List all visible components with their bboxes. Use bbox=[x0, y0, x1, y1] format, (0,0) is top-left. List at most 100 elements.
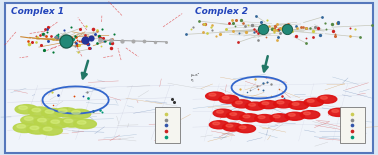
Point bbox=[303, 27, 309, 29]
Circle shape bbox=[226, 124, 233, 127]
Circle shape bbox=[213, 122, 220, 125]
Point bbox=[97, 109, 103, 111]
Point bbox=[282, 27, 288, 30]
Point bbox=[87, 47, 93, 49]
Point bbox=[82, 38, 88, 41]
Point bbox=[284, 27, 290, 29]
Point bbox=[282, 26, 288, 29]
Point bbox=[84, 91, 90, 93]
Point bbox=[204, 32, 210, 34]
Point bbox=[293, 25, 299, 27]
Point bbox=[369, 24, 375, 27]
Point bbox=[41, 48, 47, 51]
Point bbox=[77, 28, 84, 31]
Point bbox=[257, 30, 263, 33]
Point bbox=[285, 26, 291, 29]
Point bbox=[307, 27, 313, 29]
Point bbox=[347, 35, 353, 37]
Point bbox=[41, 33, 47, 36]
Point bbox=[264, 81, 270, 84]
Point bbox=[102, 40, 108, 42]
Circle shape bbox=[21, 115, 43, 125]
Point bbox=[130, 40, 136, 42]
Point bbox=[251, 28, 257, 30]
Point bbox=[82, 33, 88, 36]
Circle shape bbox=[226, 111, 246, 120]
Point bbox=[72, 44, 78, 47]
Point bbox=[163, 124, 169, 127]
Point bbox=[74, 44, 81, 46]
Circle shape bbox=[304, 112, 310, 115]
Point bbox=[245, 24, 251, 26]
Point bbox=[54, 34, 60, 37]
Circle shape bbox=[47, 119, 70, 128]
Circle shape bbox=[51, 120, 59, 123]
Point bbox=[276, 87, 282, 90]
Point bbox=[101, 40, 107, 42]
Point bbox=[55, 94, 61, 96]
Point bbox=[73, 42, 79, 44]
Point bbox=[335, 20, 341, 23]
Point bbox=[68, 38, 74, 40]
Point bbox=[256, 28, 262, 31]
Point bbox=[50, 51, 56, 54]
Circle shape bbox=[236, 125, 256, 133]
Point bbox=[310, 35, 316, 38]
Point bbox=[54, 37, 60, 39]
Point bbox=[252, 78, 258, 81]
Circle shape bbox=[277, 101, 284, 104]
Point bbox=[50, 38, 56, 41]
Point bbox=[357, 36, 363, 38]
Circle shape bbox=[217, 110, 223, 113]
Text: Complex 2: Complex 2 bbox=[195, 7, 248, 16]
Point bbox=[253, 30, 259, 32]
Point bbox=[243, 31, 249, 33]
Point bbox=[285, 23, 291, 25]
Point bbox=[92, 33, 98, 35]
Point bbox=[40, 33, 46, 35]
Point bbox=[254, 85, 260, 88]
Circle shape bbox=[74, 119, 96, 129]
Point bbox=[68, 37, 74, 39]
Point bbox=[303, 36, 309, 39]
Point bbox=[60, 44, 67, 47]
Point bbox=[68, 26, 74, 28]
Point bbox=[163, 112, 169, 115]
Point bbox=[49, 91, 55, 93]
Circle shape bbox=[273, 115, 280, 118]
Point bbox=[45, 39, 51, 41]
Circle shape bbox=[43, 127, 52, 131]
Circle shape bbox=[209, 121, 229, 129]
Point bbox=[68, 39, 74, 42]
Point bbox=[42, 28, 48, 31]
Point bbox=[171, 101, 177, 104]
Point bbox=[72, 41, 78, 44]
Point bbox=[200, 23, 206, 25]
Point bbox=[200, 31, 206, 33]
Point bbox=[76, 44, 82, 46]
Point bbox=[242, 24, 248, 27]
Circle shape bbox=[239, 126, 246, 129]
Point bbox=[163, 118, 169, 121]
Point bbox=[56, 38, 62, 41]
Point bbox=[53, 36, 59, 38]
Point bbox=[260, 89, 266, 92]
Point bbox=[183, 33, 189, 36]
Point bbox=[51, 103, 57, 106]
Point bbox=[275, 28, 281, 31]
Point bbox=[279, 95, 285, 98]
Point bbox=[43, 35, 50, 37]
Circle shape bbox=[209, 93, 216, 96]
Circle shape bbox=[258, 116, 265, 119]
Point bbox=[25, 40, 31, 42]
Point bbox=[45, 40, 51, 42]
Point bbox=[289, 30, 295, 33]
Point bbox=[74, 38, 80, 41]
Point bbox=[96, 34, 102, 37]
Point bbox=[163, 41, 169, 43]
Circle shape bbox=[262, 102, 269, 105]
Circle shape bbox=[300, 111, 320, 119]
Point bbox=[275, 35, 281, 38]
Point bbox=[163, 136, 169, 138]
Circle shape bbox=[232, 100, 252, 108]
